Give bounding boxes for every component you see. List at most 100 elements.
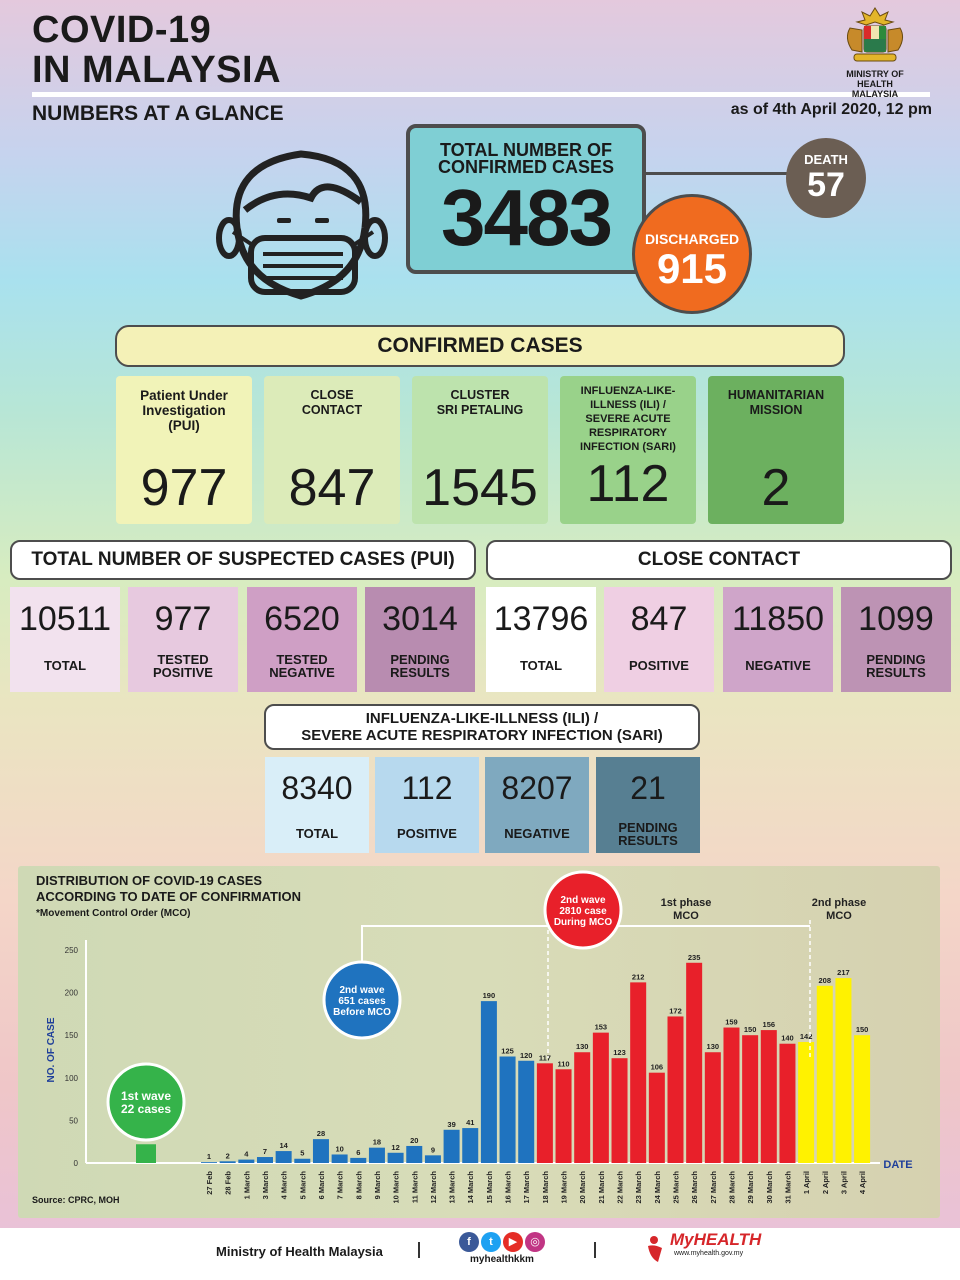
page-subtitle: NUMBERS AT A GLANCE — [32, 102, 284, 125]
bar-11-march — [406, 1145, 423, 1163]
footer-divider — [594, 1242, 596, 1258]
category-value: 2 — [761, 459, 791, 517]
bar-26-march — [686, 962, 703, 1163]
category-card-ili-sari: INFLUENZA-LIKE- ILLNESS (ILI) / SEVERE A… — [560, 376, 696, 524]
bar-20-march — [574, 1052, 591, 1163]
x-tick-label: 25 March — [672, 1171, 681, 1204]
title-line-2: IN MALAYSIA — [32, 49, 282, 91]
bar-27-march — [704, 1052, 721, 1163]
footer-divider — [418, 1242, 420, 1258]
death-value: 57 — [807, 166, 845, 204]
x-tick-label: 22 March — [616, 1171, 625, 1204]
bar-value-label: 14 — [279, 1141, 288, 1150]
x-tick-label: 28 March — [727, 1171, 736, 1204]
category-label: INFLUENZA-LIKE- ILLNESS (ILI) / SEVERE A… — [580, 385, 676, 453]
close-contact-stat-value: 1099 — [858, 600, 934, 638]
total-label-line-2: CONFIRMED CASES — [437, 157, 614, 177]
x-tick-label: 27 March — [709, 1171, 718, 1204]
bar-value-label: 156 — [763, 1020, 776, 1029]
bar-value-label: 6 — [356, 1148, 360, 1157]
bar-value-label: 150 — [856, 1025, 869, 1034]
close-contact-stat-label: NEGATIVE — [745, 658, 811, 673]
pui-stat-value: 10511 — [18, 600, 112, 638]
x-tick-label: 29 March — [746, 1171, 755, 1204]
category-card-humanitarian: HUMANITARIAN MISSION 2 — [708, 376, 844, 524]
youtube-icon[interactable]: ▶ — [503, 1232, 523, 1252]
myhealth-logo: MyHEALTH www.myhealth.gov.my — [644, 1230, 774, 1262]
death-label: DEATH — [804, 152, 848, 167]
phase1-label-line-2: MCO — [673, 910, 699, 922]
category-card-pui: Patient Under Investigation (PUI) 977 — [116, 376, 252, 524]
phase2-label-line-1: 2nd phase — [812, 897, 866, 909]
chart-note: *Movement Control Order (MCO) — [36, 908, 191, 919]
myhealth-url[interactable]: www.myhealth.gov.my — [674, 1250, 744, 1257]
close-contact-stat-label: TOTAL — [519, 658, 563, 673]
social-handle[interactable]: myhealthkkm — [470, 1254, 534, 1265]
ministry-logo: MINISTRY OF HEALTH MALAYSIA — [830, 6, 920, 99]
bar-value-label: 18 — [373, 1138, 381, 1147]
x-tick-label: 20 March — [578, 1171, 587, 1204]
total-confirmed-label: TOTAL NUMBER OF CONFIRMED CASES — [410, 140, 642, 177]
x-tick-label: 10 March — [392, 1171, 401, 1204]
bar-16-march — [499, 1056, 516, 1163]
x-tick-label: 26 March — [690, 1171, 699, 1204]
category-label: CLUSTER SRI PETALING — [436, 388, 524, 417]
bar-value-label: 20 — [410, 1136, 418, 1145]
y-axis-label: NO. OF CASE — [46, 1017, 57, 1082]
footer: Ministry of Health Malaysia f t ▶ ◎ myhealt… — [0, 1228, 960, 1280]
ili-heading-line-2: SEVERE ACUTE RESPIRATORY INFECTION (SARI… — [301, 727, 663, 744]
bar-value-label: 159 — [725, 1018, 738, 1027]
twitter-icon[interactable]: t — [481, 1232, 501, 1252]
close-contact-stat-value: 11850 — [731, 600, 825, 638]
bar-value-label: 130 — [576, 1042, 589, 1051]
chart-title-line-2: ACCORDING TO DATE OF CONFIRMATION — [36, 889, 302, 904]
bar-value-label: 190 — [483, 991, 496, 1000]
bar-value-label: 4 — [244, 1150, 249, 1159]
chart-title-line-1: DISTRIBUTION OF COVID-19 CASES — [36, 873, 263, 888]
facebook-icon[interactable]: f — [459, 1232, 479, 1252]
bar-value-label: 28 — [317, 1129, 325, 1138]
phase1-label-line-1: 1st phase — [661, 897, 712, 909]
bar-value-label: 10 — [335, 1144, 343, 1153]
phase2-label-line-2: MCO — [826, 910, 852, 922]
ili-heading: INFLUENZA-LIKE-ILLNESS (ILI) / SEVERE AC… — [264, 704, 700, 750]
bar-value-label: 172 — [669, 1006, 682, 1015]
bar-value-label: 12 — [391, 1143, 399, 1152]
ili-stat-card: 8207 NEGATIVE — [485, 757, 589, 853]
x-tick-label: 6 March — [317, 1171, 326, 1200]
category-card-close-contact: CLOSE CONTACT 847 — [264, 376, 400, 524]
first-wave-label: 1st wave — [121, 1089, 171, 1103]
bar-value-label: 142 — [800, 1032, 813, 1041]
bar-9-march — [368, 1147, 385, 1163]
ministry-name-line-1: MINISTRY OF HEALTH — [846, 69, 904, 89]
bar-31-march — [779, 1043, 796, 1163]
x-tick-label: 30 March — [765, 1171, 774, 1204]
malaysia-crest-icon — [846, 7, 904, 62]
close-contact-stat-card: 1099 PENDING RESULTS — [841, 587, 951, 692]
bar-29-march — [742, 1035, 759, 1163]
bar-8-march — [350, 1157, 367, 1163]
bar-21-march — [592, 1032, 609, 1163]
x-tick-label: 11 March — [410, 1171, 419, 1204]
y-tick-label: 50 — [69, 1116, 78, 1125]
close-contact-stat-label: PENDING RESULTS — [866, 652, 926, 680]
bar-value-label: 5 — [300, 1149, 304, 1158]
bar-value-label: 120 — [520, 1051, 533, 1060]
bar-25-march — [667, 1016, 684, 1163]
bar-6-march — [312, 1139, 329, 1163]
x-tick-label: 19 March — [560, 1171, 569, 1204]
x-tick-label: 3 March — [261, 1171, 270, 1200]
x-tick-label: 24 March — [653, 1171, 662, 1204]
bar-1-april — [798, 1042, 815, 1163]
bar-value-label: 1 — [207, 1152, 211, 1161]
y-tick-label: 100 — [65, 1074, 79, 1083]
total-label-line-1: TOTAL NUMBER OF — [440, 140, 612, 160]
instagram-icon[interactable]: ◎ — [525, 1232, 545, 1252]
ministry-name-line-2: MALAYSIA — [851, 89, 899, 99]
y-tick-label: 200 — [65, 989, 79, 998]
bar-value-label: 7 — [263, 1147, 267, 1156]
page-title: COVID-19 IN MALAYSIA — [32, 10, 281, 90]
ili-stat-card: 112 POSITIVE — [375, 757, 479, 853]
ili-stat-value: 112 — [401, 770, 453, 806]
bar-27-feb — [201, 1162, 217, 1163]
